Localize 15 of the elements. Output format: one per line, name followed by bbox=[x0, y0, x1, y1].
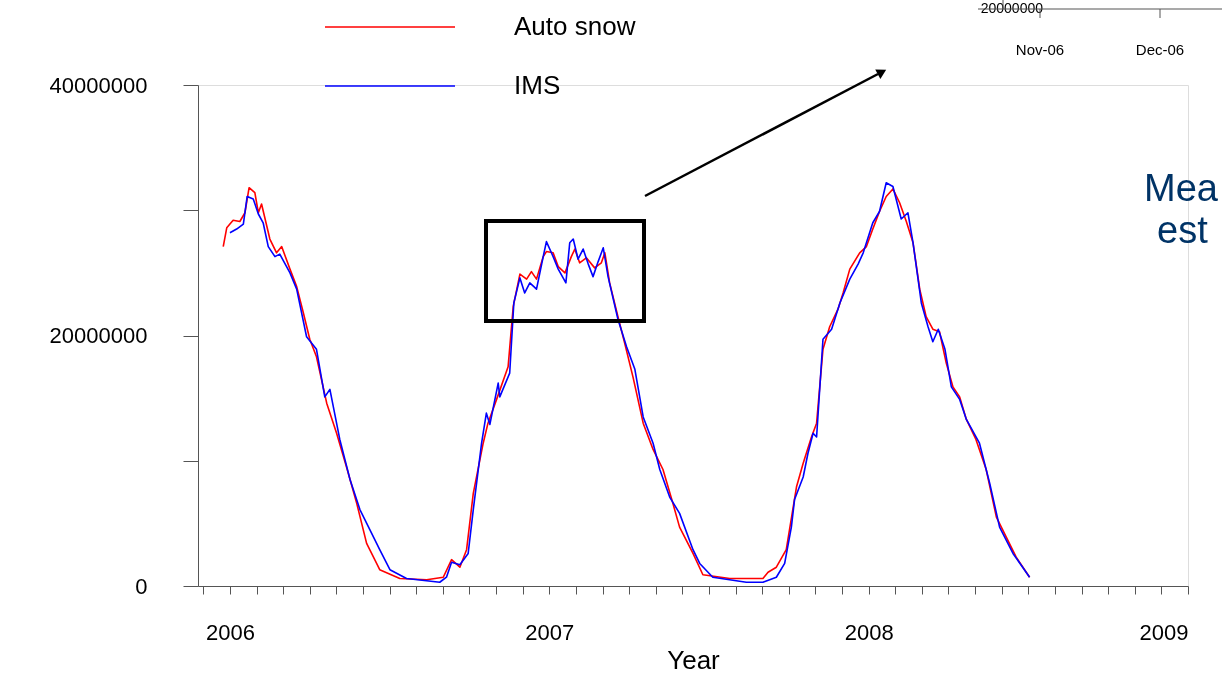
legend-label: IMS bbox=[514, 70, 561, 100]
annotation: Mea bbox=[1144, 167, 1219, 209]
text: 20000000 bbox=[980, 0, 1044, 16]
text: Nov-06 bbox=[1015, 41, 1065, 58]
y-tick-label: 20000000 bbox=[49, 323, 148, 348]
annotation: est bbox=[1157, 209, 1209, 251]
x-tick-label: 2006 bbox=[205, 619, 255, 645]
legend-label: Auto snow bbox=[514, 11, 636, 41]
text: Dec-06 bbox=[1135, 41, 1185, 58]
y-tick-label: 40000000 bbox=[49, 72, 148, 98]
y-tick-label: 0 bbox=[135, 573, 148, 599]
x-tick-label: 2009 bbox=[1139, 619, 1189, 645]
x-axis-title: Year bbox=[667, 644, 721, 675]
x-tick-label: 2008 bbox=[844, 619, 894, 645]
x-tick-label: 2007 bbox=[525, 619, 575, 645]
